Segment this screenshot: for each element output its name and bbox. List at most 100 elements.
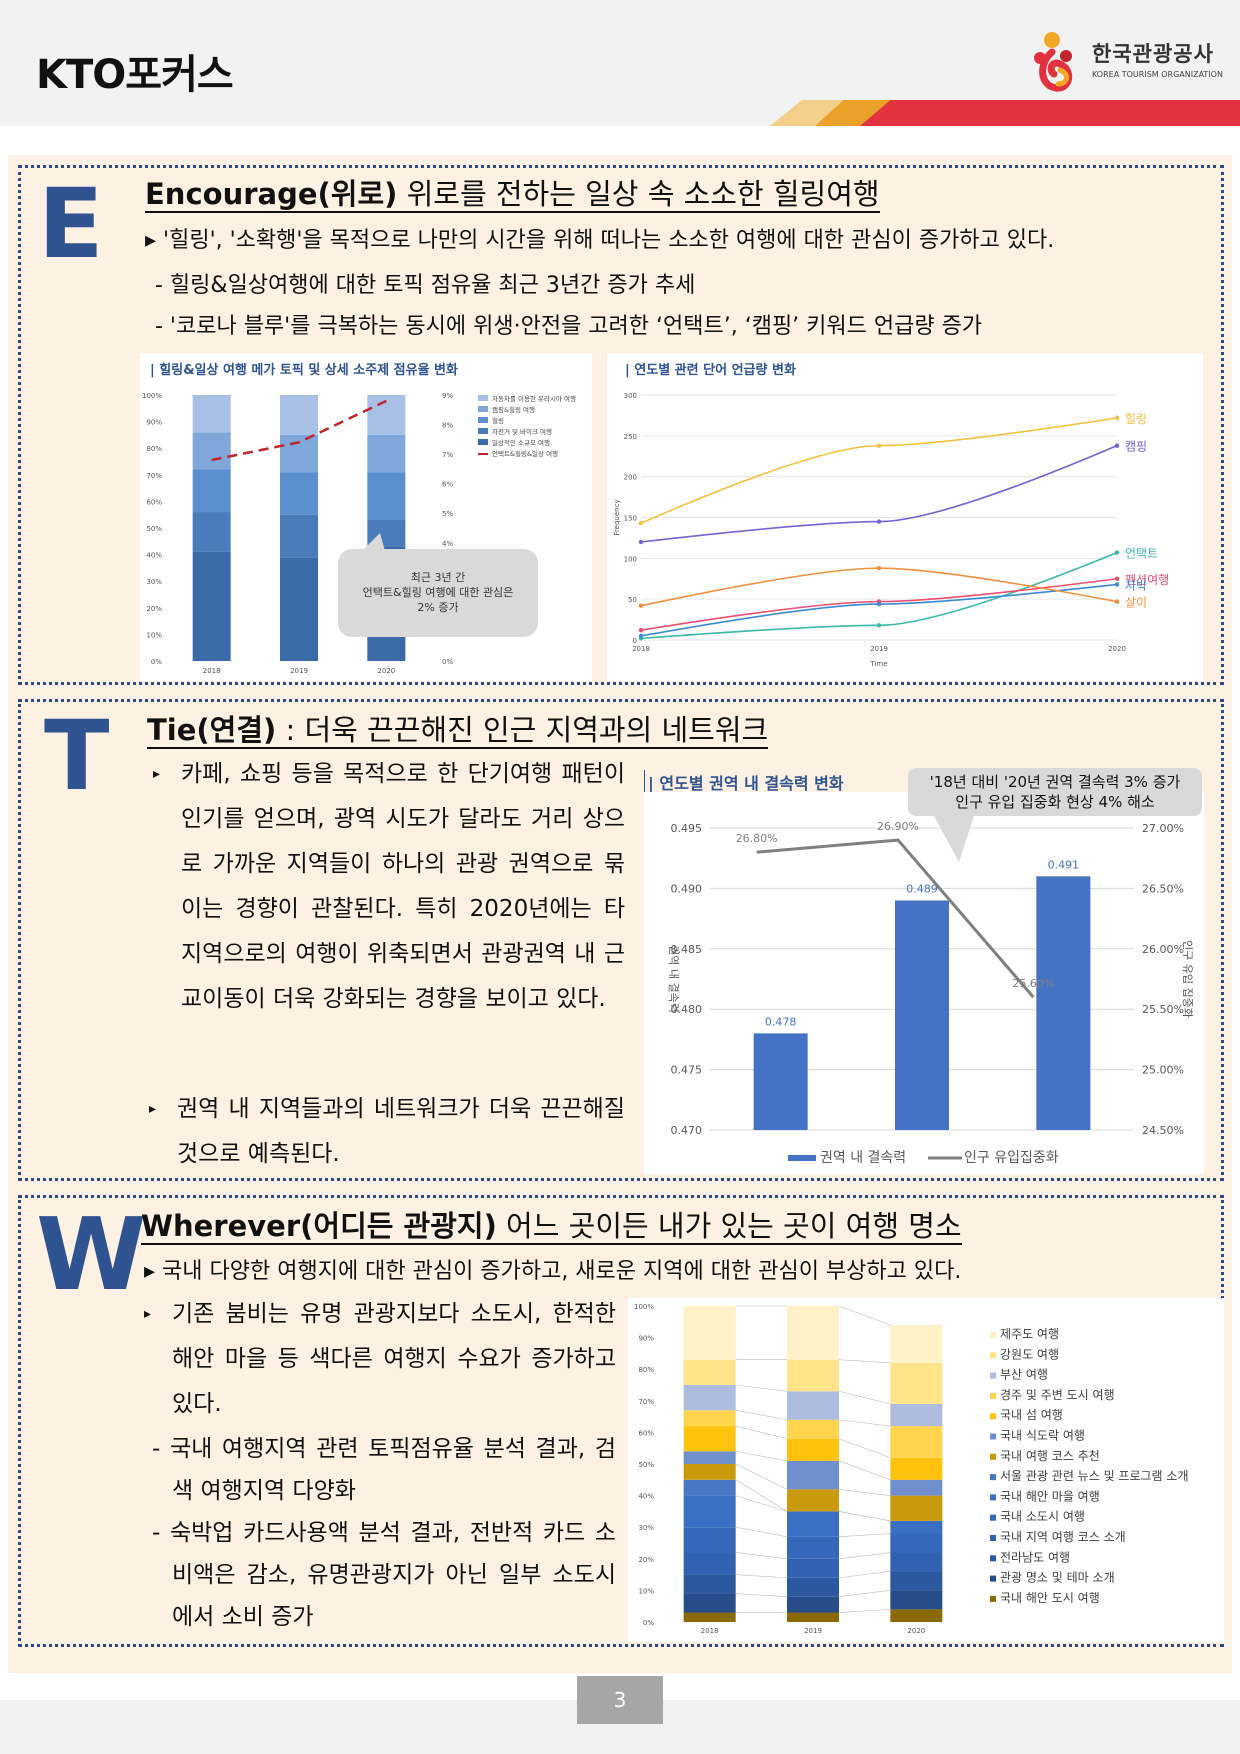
- bar-segment: [890, 1362, 943, 1404]
- y2-tick-label: 26.00%: [1142, 943, 1184, 956]
- x-tick-label: 2018: [203, 667, 221, 675]
- legend-swatch: [788, 1155, 816, 1161]
- series-connector: [838, 1460, 891, 1481]
- data-point: [638, 628, 644, 633]
- data-point: [876, 565, 882, 571]
- y-tick-label: 0.470: [671, 1124, 703, 1137]
- y-axis-label: Frequency: [613, 499, 621, 535]
- bar-segment: [787, 1577, 839, 1597]
- section-w-title: Wherever(어디든 관광지) 어느 곳이든 내가 있는 곳이 여행 명소: [141, 1209, 962, 1245]
- bar-segment: [787, 1511, 839, 1537]
- bar-segment: [890, 1495, 943, 1521]
- chart-callout: '18년 대비 '20년 권역 결속력 3% 증가 인구 유입 집중화 현상 4…: [908, 768, 1202, 816]
- bar-segment: [683, 1552, 736, 1575]
- section-t-title-bold: Tie(연결): [147, 713, 277, 747]
- bar-segment: [787, 1596, 839, 1613]
- legend-swatch: [990, 1514, 996, 1521]
- chart-healing-topic-share-svg: 0%10%20%30%40%50%60%70%80%90%100%0%1%2%3…: [142, 392, 576, 675]
- legend-swatch: [990, 1474, 996, 1481]
- section-e-sub-2: - '코로나 블루'를 극복하는 동시에 위생·안전을 고려한 ‘언택트’, ‘…: [155, 314, 983, 339]
- section-e-title-bold: Encourage(위로): [145, 177, 398, 211]
- series-connector: [735, 1479, 788, 1512]
- legend-swatch: [478, 428, 488, 434]
- bar-segment: [683, 1451, 736, 1464]
- section-e-bullet: ▸ '힐링', '소확행'을 목적으로 나만의 시간을 위해 떠나는 소소한 여…: [145, 228, 1055, 253]
- y-tick-label: 0.495: [671, 822, 703, 835]
- section-letter-w: W: [36, 1196, 147, 1313]
- y-tick-label: 0.485: [671, 943, 703, 956]
- section-t-paragraph-2-text: 권역 내 지역들과의 네트워크가 더욱 끈끈해질 것으로 예측된다.: [177, 1096, 625, 1167]
- legend-swatch: [478, 439, 488, 445]
- legend-swatch: [478, 395, 488, 401]
- section-e-sub-1: - 힐링&일상여행에 대한 토픽 점유율 최근 3년간 증가 추세: [155, 273, 696, 298]
- series-label: 캠핑: [1125, 440, 1147, 454]
- callout-text: 언택트&힐링 여행에 대한 관심은: [363, 586, 514, 599]
- data-point: [1114, 576, 1120, 581]
- y-tick-label: 100: [624, 555, 637, 563]
- legend-label: 국내 해안 마을 여행: [1000, 1488, 1100, 1503]
- legend-swatch: [990, 1575, 996, 1582]
- y-tick-label: 20%: [638, 1556, 654, 1564]
- callout-pointer: [934, 816, 974, 862]
- y-tick-label: 200: [624, 474, 637, 482]
- section-t-title-rest: : 더욱 끈끈해진 인근 지역과의 네트워크: [276, 713, 769, 747]
- legend-swatch: [478, 406, 488, 412]
- y-tick-label: 0%: [151, 658, 162, 666]
- bar-segment: [683, 1574, 736, 1594]
- line-series-인구 유입집중화: [756, 838, 1035, 999]
- kto-logo-icon: [1034, 32, 1073, 92]
- series-label: 펜션여행: [1125, 572, 1169, 587]
- bar-segment: [787, 1536, 839, 1559]
- bar-segment: [787, 1359, 839, 1392]
- series-connector: [838, 1590, 891, 1598]
- section-w-title-bold: Wherever(어디든 관광지): [141, 1209, 497, 1243]
- bar: [753, 1033, 808, 1130]
- y2-tick-label: 8%: [442, 422, 453, 430]
- y-tick-label: 0: [633, 637, 637, 645]
- section-w-title-rest: 어느 곳이든 내가 있는 곳이 여행 명소: [496, 1209, 962, 1243]
- bar: [895, 900, 949, 1130]
- section-t-paragraph-1-text: 카페, 쇼핑 등을 목적으로 한 단기여행 패턴이 인기를 얻으며, 광역 시도…: [181, 761, 625, 1012]
- series-connector: [735, 1451, 788, 1462]
- y-tick-label: 50%: [638, 1461, 654, 1469]
- y-tick-label: 90%: [146, 419, 162, 427]
- line-series-차박: [640, 583, 1118, 637]
- legend-swatch: [990, 1332, 996, 1338]
- y-tick-label: 70%: [638, 1398, 654, 1406]
- bar-segment: [890, 1571, 943, 1591]
- legend-label: 국내 소도시 여행: [1000, 1509, 1085, 1524]
- bar-segment: [890, 1552, 943, 1572]
- chart-regional-cohesion-svg: 0.470 0.475 0.480 0.485 0.490 0.495 24.50% 25.0…: [644, 770, 1204, 1174]
- bar-segment: [890, 1590, 943, 1610]
- bar-segment: [192, 395, 231, 433]
- bar-segment: [367, 434, 406, 473]
- legend-label: 경주 및 주변 도시 여행: [1000, 1387, 1115, 1402]
- legend-swatch: [990, 1392, 996, 1399]
- y-tick-label: 60%: [146, 498, 162, 506]
- series-connector: [735, 1593, 788, 1598]
- chart-title: | 연도별 권역 내 결속력 변화: [648, 774, 844, 793]
- y-tick-label: 250: [624, 433, 637, 441]
- y-tick-label: 90%: [638, 1335, 654, 1343]
- bar-segment: [280, 434, 318, 473]
- series-label: 살이: [1125, 596, 1147, 610]
- series-connector: [838, 1533, 891, 1537]
- legend-label: 인구 유입집중화: [964, 1150, 1059, 1166]
- legend-swatch: [990, 1535, 996, 1541]
- y2-tick-label: 26.50%: [1142, 882, 1184, 895]
- y-tick-label: 70%: [146, 472, 162, 480]
- callout-text: 최근 3년 간: [411, 571, 465, 584]
- chart-title: | 연도별 관련 단어 언급량 변화: [625, 363, 796, 378]
- x-axis-label: Time: [869, 660, 887, 668]
- chart-keyword-mentions: | 연도별 관련 단어 언급량 변화 0 50 100 150 200 250 300 201…: [607, 353, 1203, 681]
- section-w-sub-1: - 국내 여행지역 관련 토픽점유율 분석 결과, 검색 여행지역 다양화: [152, 1436, 616, 1504]
- bar-segment: [890, 1324, 943, 1363]
- bar-segment: [787, 1558, 839, 1578]
- y2-tick-label: 4%: [442, 540, 453, 548]
- legend-swatch: [478, 417, 488, 423]
- y2-axis-label: 인구 유입 집중화: [1181, 940, 1194, 1018]
- y-tick-label: 60%: [638, 1429, 654, 1437]
- y-tick-label: 40%: [638, 1493, 654, 1501]
- callout-line-1: '18년 대비 '20년 권역 결속력 3% 증가: [929, 773, 1181, 791]
- legend-swatch: [990, 1413, 996, 1420]
